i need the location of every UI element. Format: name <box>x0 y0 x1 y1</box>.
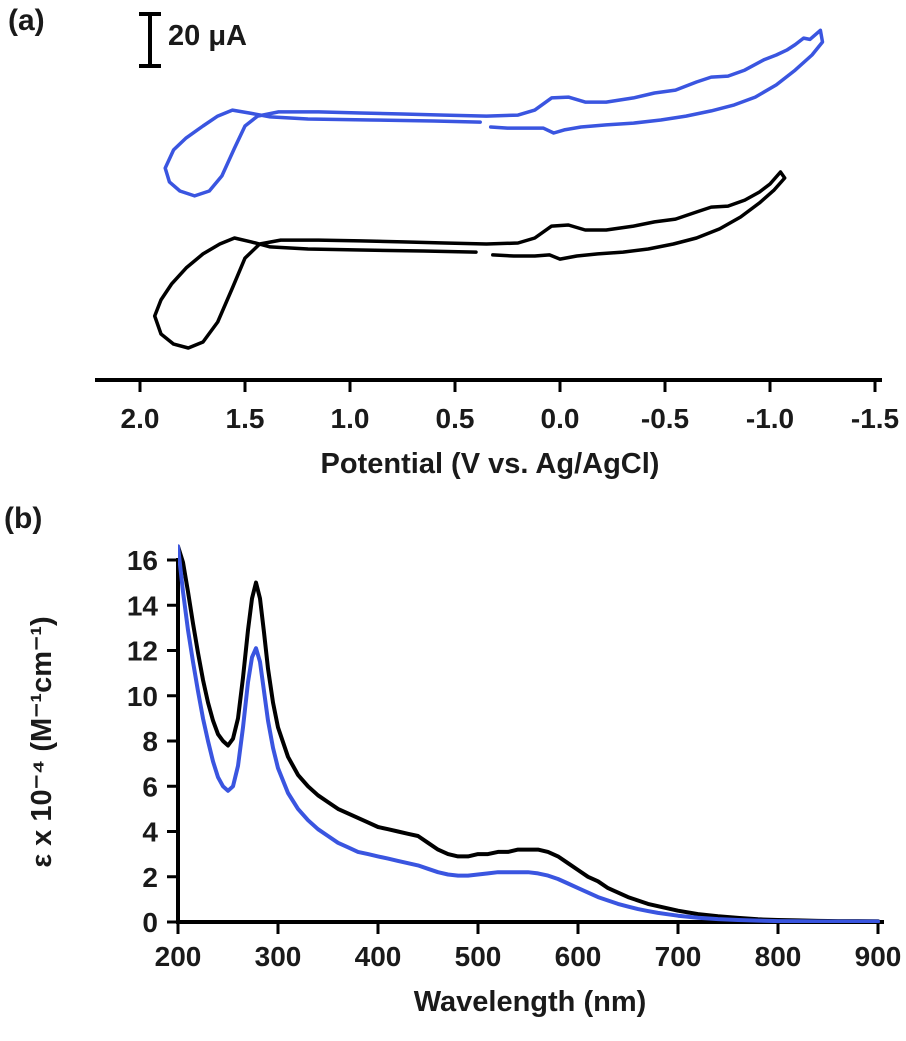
spectra-y-tick-label: 4 <box>142 817 158 848</box>
cv-x-tick-label: 1.0 <box>331 403 370 434</box>
cv-x-tick-label: -0.5 <box>641 403 689 434</box>
spectra-y-axis-title: ε x 10⁻⁴ (M⁻¹cm⁻¹) <box>26 616 58 868</box>
spectra-curves <box>178 544 880 923</box>
cv-x-tick-label: 2.0 <box>121 403 160 434</box>
spectra-y-tick-label: 12 <box>127 636 158 667</box>
spectra-y-tick-label: 16 <box>127 545 158 576</box>
cv-x-tick-label: -1.0 <box>746 403 794 434</box>
cv-x-tick-label: 1.5 <box>226 403 265 434</box>
cv-x-axis-title: Potential (V vs. Ag/AgCl) <box>320 448 660 480</box>
blue-voltammogram-curve <box>163 28 825 198</box>
panel-a-label: (a) <box>8 4 45 37</box>
spectra-y-tick-label: 14 <box>127 590 159 621</box>
spectra-x-tick-label: 700 <box>655 941 702 972</box>
spectra-x-tick-label: 500 <box>455 941 502 972</box>
spectra-x-tick-label: 300 <box>255 941 302 972</box>
spectra-x-tick-label: 800 <box>755 941 802 972</box>
panel-b-label: (b) <box>4 502 43 535</box>
cv-x-tick-label: 0.5 <box>436 403 475 434</box>
spectra-y-tick-label: 2 <box>142 862 158 893</box>
blue-spectrum-curve <box>178 544 880 923</box>
spectra-x-tick-label: 900 <box>855 941 902 972</box>
cv-plot: 2.0 1.5 1.0 0.5 0.0 -0.5 -1.0 -1.5 <box>95 12 899 434</box>
cv-x-tick-label: 0.0 <box>541 403 580 434</box>
black-voltammogram-curve <box>152 170 787 350</box>
spectra-y-tick-label: 0 <box>142 907 158 938</box>
spectra-plot: 0 2 4 6 8 10 12 14 16 200 300 400 500 600 700 800 900 <box>127 544 902 972</box>
cv-x-tick-label: -1.5 <box>851 403 899 434</box>
scale-bar-label: 20 μA <box>168 20 247 52</box>
black-spectrum-curve <box>178 544 880 923</box>
spectra-x-tick-label: 200 <box>155 941 202 972</box>
spectra-x-axis-title: Wavelength (nm) <box>413 986 647 1018</box>
spectra-x-tick-label: 400 <box>355 941 402 972</box>
spectra-y-tick-label: 6 <box>142 771 158 802</box>
spectra-x-tick-label: 600 <box>555 941 602 972</box>
spectra-y-tick-label: 8 <box>142 726 158 757</box>
spectra-y-tick-label: 10 <box>127 681 158 712</box>
